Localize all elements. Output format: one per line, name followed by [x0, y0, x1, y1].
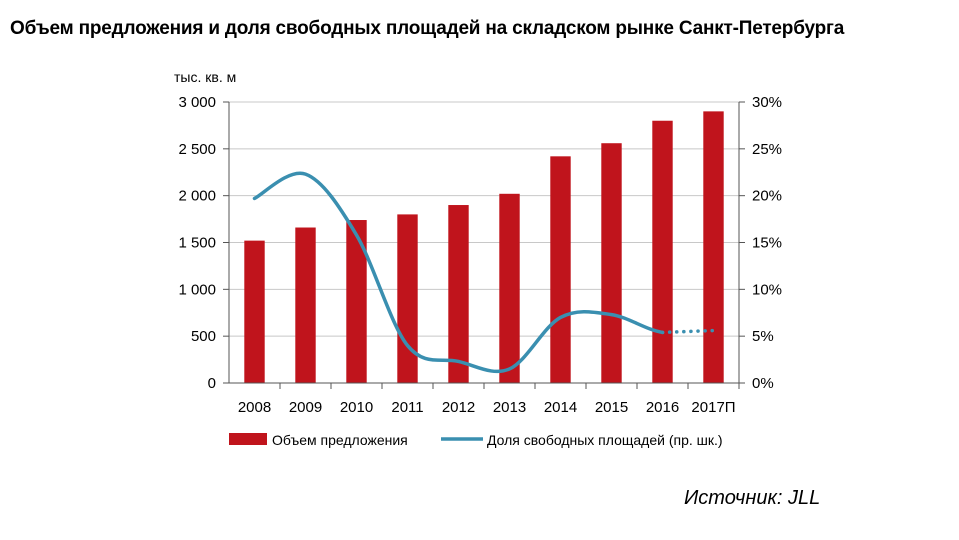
- x-tick-label: 2017П: [691, 399, 735, 416]
- legend-bar-swatch: [229, 433, 267, 445]
- x-tick-label: 2015: [595, 399, 628, 416]
- line-series: [252, 171, 716, 374]
- y2-tick-label: 0%: [752, 375, 774, 392]
- y-tick-label: 2 500: [178, 141, 216, 158]
- y2-tick-label: 25%: [752, 141, 782, 158]
- x-tick-label: 2008: [238, 399, 271, 416]
- y-tick-label: 2 000: [178, 188, 216, 205]
- axes: [223, 101, 745, 389]
- bar: [397, 214, 418, 383]
- y-tick-label: 1 000: [178, 281, 216, 298]
- bar: [295, 227, 316, 383]
- x-tick-label: 2009: [289, 399, 322, 416]
- vacancy-line-forecast: [660, 328, 716, 335]
- bar: [499, 193, 520, 383]
- y-tick-label: 500: [191, 328, 216, 345]
- source-note: Источник: JLL: [684, 487, 821, 509]
- bar: [601, 143, 622, 383]
- y2-tick-label: 5%: [752, 328, 774, 345]
- bar: [448, 205, 469, 383]
- bar: [550, 156, 571, 383]
- bar-series: [244, 111, 724, 383]
- y2-tick-label: 10%: [752, 281, 782, 298]
- tick-labels: 0 0% 500 5% 1 000 10% 1 500 15% 2 000 20% 2 500 25%…: [178, 94, 782, 416]
- x-tick-label: 2011: [391, 399, 423, 416]
- x-tick-label: 2014: [544, 399, 577, 416]
- bar: [652, 120, 673, 383]
- y-axis-unit-label: тыс. кв. м: [174, 69, 236, 85]
- x-tick-label: 2012: [442, 399, 475, 416]
- x-tick-label: 2013: [493, 399, 526, 416]
- y-tick-label: 3 000: [178, 94, 216, 111]
- y-tick-label: 0: [208, 375, 216, 392]
- x-tick-label: 2016: [646, 399, 679, 416]
- bar: [703, 111, 724, 383]
- x-tick-label: 2010: [340, 399, 373, 416]
- bar: [346, 220, 367, 383]
- y2-tick-label: 20%: [752, 188, 782, 205]
- y2-tick-label: 30%: [752, 94, 782, 111]
- vacancy-line: [252, 171, 665, 374]
- legend: Объем предложения Доля свободных площаде…: [229, 432, 723, 448]
- y2-tick-label: 15%: [752, 235, 782, 252]
- chart-title: Объем предложения и доля свободных площа…: [10, 18, 845, 39]
- y-tick-label: 1 500: [178, 235, 216, 252]
- legend-bar-label: Объем предложения: [272, 432, 408, 448]
- bar: [244, 240, 265, 383]
- legend-line-label: Доля свободных площадей (пр. шк.): [487, 432, 723, 448]
